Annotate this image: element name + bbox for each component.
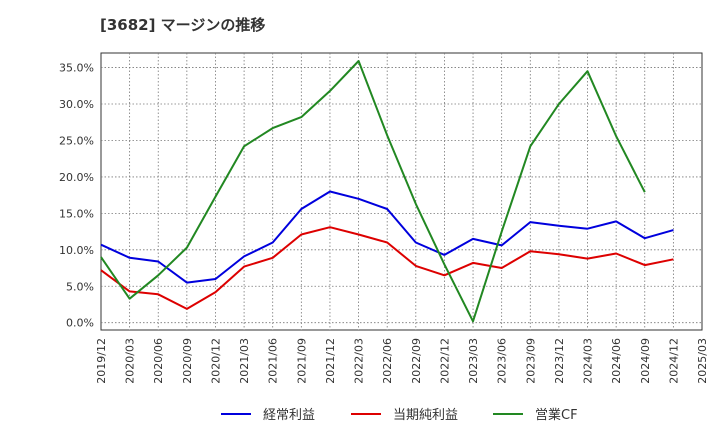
y-tick-label: 15.0% [59, 207, 94, 220]
plot-area [100, 52, 703, 331]
x-tick-label: 2019/12 [95, 338, 108, 384]
x-tick-label: 2022/09 [410, 338, 423, 384]
y-tick-label: 10.0% [59, 244, 94, 257]
x-tick-label: 2021/06 [267, 338, 280, 384]
y-tick-label: 30.0% [59, 98, 94, 111]
x-tick-label: 2025/03 [696, 338, 709, 384]
legend-label-2: 当期純利益 [393, 408, 458, 423]
x-tick-label: 2021/09 [295, 338, 308, 384]
x-tick-label: 2022/06 [381, 338, 394, 384]
x-tick-label: 2023/12 [553, 338, 566, 384]
y-tick-label: 35.0% [59, 62, 94, 75]
x-tick-label: 2024/12 [667, 338, 680, 384]
x-tick-label: 2020/12 [209, 338, 222, 384]
y-tick-label: 20.0% [59, 171, 94, 184]
legend-label-1: 経常利益 [263, 408, 315, 423]
x-tick-label: 2021/12 [324, 338, 337, 384]
x-tick-label: 2020/03 [124, 338, 137, 384]
x-tick-label: 2020/06 [152, 338, 165, 384]
series-line-3 [100, 60, 646, 323]
series-line-2 [100, 226, 674, 310]
y-tick-label: 25.0% [59, 134, 94, 147]
x-tick-label: 2023/03 [467, 338, 480, 384]
chart-title: [3682] マージンの推移 [100, 16, 266, 34]
y-tick-label: 0.0% [66, 317, 94, 330]
x-tick-label: 2022/12 [438, 338, 451, 384]
x-tick-label: 2024/09 [639, 338, 652, 384]
y-tick-label: 5.0% [66, 280, 94, 293]
x-tick-label: 2023/09 [524, 338, 537, 384]
series-line-1 [100, 190, 674, 284]
x-tick-label: 2021/03 [238, 338, 251, 384]
x-tick-label: 2023/06 [496, 338, 509, 384]
x-tick-label: 2022/03 [353, 338, 366, 384]
x-tick-label: 2024/06 [610, 338, 623, 384]
legend-label-3: 営業CF [535, 407, 578, 423]
x-tick-label: 2024/03 [582, 338, 595, 384]
x-tick-label: 2020/09 [181, 338, 194, 384]
